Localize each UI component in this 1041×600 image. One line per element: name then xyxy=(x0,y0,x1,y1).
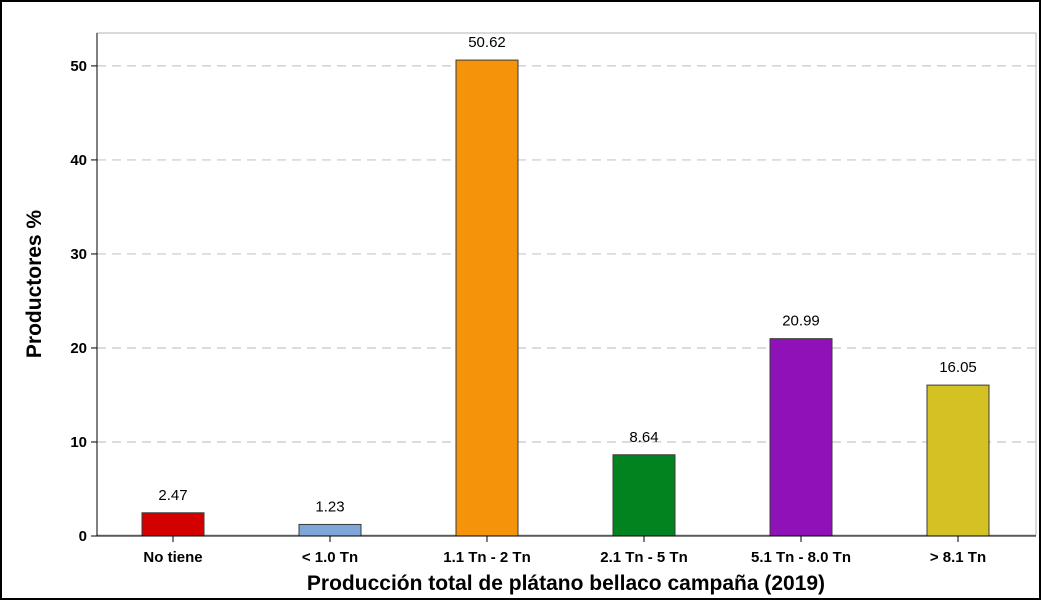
bars xyxy=(141,59,990,537)
x-tick-label: > 8.1 Tn xyxy=(930,549,986,566)
bar xyxy=(141,512,205,537)
data-labels: 2.47 1.23 50.62 8.64 20.99 16.05 xyxy=(158,34,976,515)
y-tick-label: 10 xyxy=(70,434,87,451)
x-axis-title: Producción total de plátano bellaco camp… xyxy=(307,572,825,595)
y-axis-title: Productores % xyxy=(23,210,46,359)
x-tick-label: < 1.0 Tn xyxy=(302,549,358,566)
data-label: 20.99 xyxy=(782,313,820,330)
y-axis: 0 10 20 30 40 50 xyxy=(70,33,98,545)
bar xyxy=(612,454,676,537)
bar xyxy=(298,523,362,537)
bar xyxy=(455,59,519,537)
x-axis: No tiene < 1.0 Tn 1.1 Tn - 2 Tn 2.1 Tn - 5 … xyxy=(97,535,1036,566)
bar xyxy=(926,384,990,537)
y-tick-label: 40 xyxy=(70,152,87,169)
x-tick-label: 2.1 Tn - 5 Tn xyxy=(600,549,688,566)
data-label: 8.64 xyxy=(629,429,658,446)
plot-area xyxy=(96,32,1037,536)
y-tick-label: 30 xyxy=(70,246,87,263)
data-label: 1.23 xyxy=(315,498,344,515)
data-label: 2.47 xyxy=(158,487,187,504)
data-label: 50.62 xyxy=(468,34,506,51)
data-label: 16.05 xyxy=(939,359,977,376)
y-tick-label: 0 xyxy=(79,528,87,545)
x-tick-label: No tiene xyxy=(143,549,202,566)
x-tick-label: 1.1 Tn - 2 Tn xyxy=(443,549,531,566)
y-tick-label: 50 xyxy=(70,58,87,75)
y-tick-label: 20 xyxy=(70,340,87,357)
bar xyxy=(769,338,833,537)
x-tick-label: 5.1 Tn - 8.0 Tn xyxy=(751,549,851,566)
gridlines xyxy=(97,65,1036,443)
